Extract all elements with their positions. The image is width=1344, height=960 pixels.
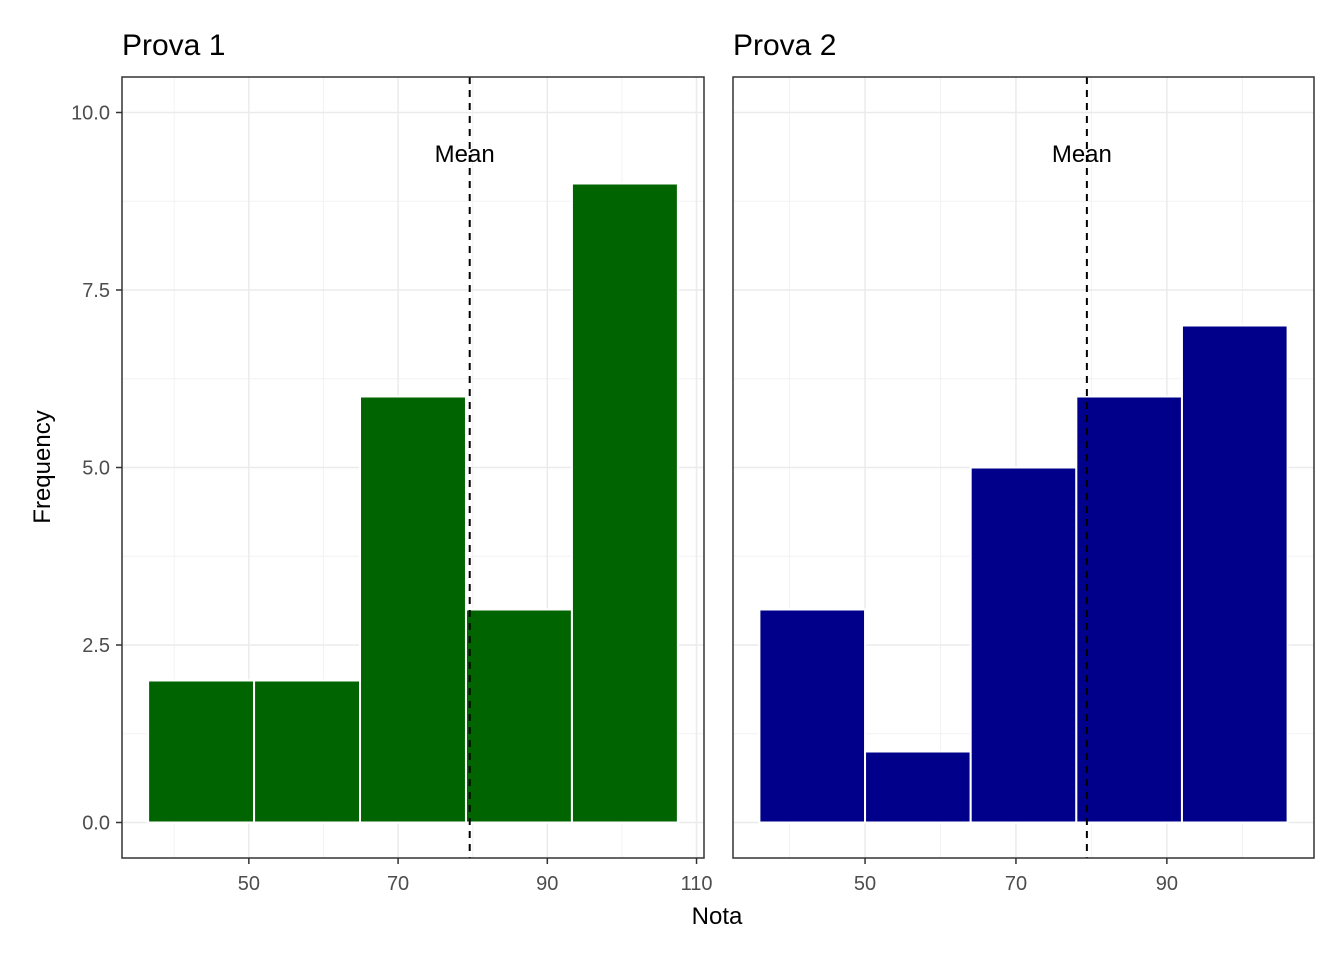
panel-prova-1: Prova 1 Mean 50 70 90 110 0.0 2.5 5.0 7.5 10.0	[71, 29, 712, 895]
y-tick-label: 2.5	[82, 635, 110, 657]
x-tick-label: 90	[536, 873, 558, 895]
panel-title: Prova 2	[733, 29, 836, 62]
histogram-bar	[359, 395, 467, 824]
x-axis-ticks: 50 70 90	[854, 858, 1178, 895]
y-tick-label: 0.0	[82, 813, 110, 835]
y-tick-label: 7.5	[82, 280, 110, 302]
y-tick-label: 10.0	[71, 103, 110, 125]
histogram-bar	[864, 750, 972, 824]
y-tick-label: 5.0	[82, 458, 110, 480]
y-axis-ticks: 0.0 2.5 5.0 7.5 10.0	[71, 103, 122, 835]
mean-label: Mean	[435, 141, 495, 168]
histogram-bar	[570, 182, 679, 824]
histogram-bar	[969, 466, 1078, 824]
histogram-bar	[758, 608, 867, 824]
y-axis-title: Frequency	[29, 410, 56, 523]
x-axis-title: Nota	[692, 903, 743, 930]
histogram-bar	[1180, 324, 1289, 824]
x-tick-label: 110	[681, 873, 713, 895]
x-tick-label: 70	[387, 873, 409, 895]
mean-marker: Mean	[435, 77, 495, 858]
histogram-bar	[1075, 395, 1183, 824]
mean-marker: Mean	[1052, 77, 1112, 858]
mean-label: Mean	[1052, 141, 1112, 168]
x-axis-ticks: 50 70 90 110	[238, 858, 713, 895]
panel-title: Prova 1	[122, 29, 225, 62]
x-tick-label: 90	[1156, 873, 1178, 895]
histogram-bars	[758, 324, 1289, 824]
panel-prova-2: Prova 2 Mean 50 70 90	[732, 29, 1315, 895]
panel-border	[732, 76, 1315, 859]
histogram-bar	[147, 679, 256, 824]
histogram-bar	[253, 679, 362, 824]
x-tick-label: 70	[1005, 873, 1027, 895]
x-tick-label: 50	[854, 873, 876, 895]
histogram-bars	[147, 182, 679, 824]
x-tick-label: 50	[238, 873, 260, 895]
histogram-bar	[464, 608, 573, 824]
